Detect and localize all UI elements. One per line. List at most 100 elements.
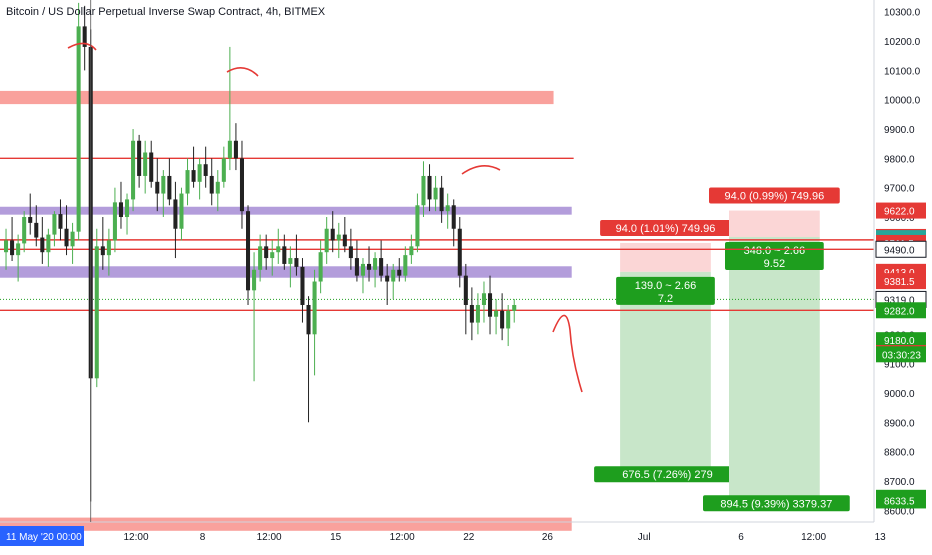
position-ratio-sub-0: 7.2 (658, 293, 673, 305)
position-ratio-label-1: 348.0 ~ 2.66 (744, 245, 805, 257)
position-stop-zone-1[interactable] (729, 210, 820, 237)
candle-body-24 (149, 152, 154, 182)
position-target-zone-0[interactable] (620, 271, 711, 471)
position-target-label-bg-1 (703, 495, 850, 512)
candle-body-56 (342, 234, 347, 247)
y-tick-label-16: 8700.0 (884, 477, 915, 488)
candle-body-8 (52, 214, 57, 235)
x-tick-label-2: 8 (200, 532, 206, 543)
candle-body-75 (457, 228, 462, 276)
price-tag-bg-12 (876, 492, 926, 509)
candle-body-2 (16, 243, 21, 256)
candle-body-7 (46, 234, 51, 253)
candle-body-51 (312, 281, 317, 335)
candle-body-82 (500, 310, 505, 329)
price-tag-12: 8633.5 (884, 496, 915, 507)
x-tick-label-0: 11 May '20 00:00 (6, 532, 82, 543)
candle-body-47 (288, 258, 293, 264)
position-stop-label-bg-1 (709, 187, 840, 204)
candle-body-1 (10, 240, 15, 256)
price-tag-9: 9180.0 (884, 336, 915, 347)
price-tag-0: 9622.0 (884, 207, 915, 218)
y-tick-label-12: 9100.0 (884, 360, 915, 371)
candle-body-61 (373, 258, 378, 270)
position-target-zone-1[interactable] (729, 236, 820, 500)
candle-body-73 (445, 205, 450, 212)
candle-body-67 (409, 246, 414, 256)
x-tick-label-11: 13 (875, 532, 887, 543)
candle-body-39 (239, 158, 244, 212)
drawing-arc-2 (461, 165, 501, 175)
price-tag-4: 9490.0 (884, 245, 915, 256)
drawing-arc-3 (552, 314, 583, 393)
zone-red-3 (0, 517, 572, 531)
drawing-arc-0 (67, 42, 97, 51)
candle-body-31 (191, 170, 196, 182)
countdown-bg (876, 346, 926, 363)
candle-body-40 (246, 211, 251, 291)
y-tick-label-1: 10200.0 (884, 37, 921, 48)
candle-body-46 (282, 246, 287, 264)
y-tick-label-17: 8600.0 (884, 506, 915, 517)
candle-body-38 (233, 140, 238, 159)
x-tick-label-5: 12:00 (390, 532, 415, 543)
position-stop-zone-0[interactable] (620, 242, 711, 272)
candle-body-57 (348, 246, 353, 259)
candle-body-48 (294, 258, 299, 267)
candle-body-55 (336, 234, 341, 241)
x-tick-label-6: 22 (463, 532, 475, 543)
candle-body-59 (360, 263, 365, 276)
y-tick-label-13: 9000.0 (884, 389, 915, 400)
candle-body-50 (306, 304, 311, 335)
candle-body-42 (258, 246, 263, 270)
candle-body-25 (155, 181, 160, 194)
candle-body-19 (118, 202, 123, 218)
candle-body-70 (427, 175, 432, 200)
candle-body-26 (161, 175, 166, 194)
candle-body-84 (512, 304, 517, 311)
price-tag-6: 9381.5 (884, 277, 915, 288)
candle-body-0 (4, 240, 9, 253)
candle-body-53 (324, 228, 329, 253)
y-tick-label-0: 10300.0 (884, 8, 921, 19)
candle-body-23 (143, 152, 148, 176)
position-target-label-bg-0 (594, 466, 741, 483)
candle-body-79 (481, 293, 486, 305)
candle-body-72 (439, 187, 444, 212)
candle-body-80 (488, 293, 493, 317)
candle-body-41 (252, 269, 257, 291)
candle-body-69 (421, 175, 426, 206)
candle-body-74 (451, 205, 456, 229)
candle-body-12 (76, 26, 81, 232)
candle-body-18 (112, 202, 117, 241)
y-tick-label-4: 9900.0 (884, 125, 915, 136)
candle-body-29 (179, 193, 184, 229)
candle-body-71 (433, 187, 438, 200)
candle-body-34 (209, 175, 214, 194)
candle-body-60 (367, 263, 372, 270)
candle-body-62 (379, 258, 384, 276)
y-tick-label-2: 10100.0 (884, 66, 921, 77)
candle-body-66 (403, 255, 408, 276)
candle-body-35 (215, 181, 220, 194)
candle-body-9 (58, 214, 63, 229)
candle-body-16 (100, 246, 105, 256)
zone-red-0 (0, 90, 554, 105)
price-tag-bg-4 (875, 240, 927, 258)
candle-body-54 (330, 228, 335, 241)
x-tick-label-10: 12:00 (801, 532, 826, 543)
candle-body-64 (391, 269, 396, 282)
candle-body-10 (64, 228, 69, 247)
candle-body-76 (463, 275, 468, 305)
price-tag-bg-9 (876, 332, 926, 349)
candle-body-45 (276, 246, 281, 253)
candle-body-33 (203, 164, 208, 176)
position-target-label-0: 676.5 (7.26%) 279 (622, 469, 713, 481)
position-ratio-label-0: 139.0 ~ 2.66 (635, 280, 696, 292)
price-tag-bg-8 (876, 302, 926, 319)
candle-body-22 (137, 140, 142, 176)
chart-title: Bitcoin / US Dollar Perpetual Inverse Sw… (6, 6, 326, 18)
candle-body-13 (82, 26, 87, 47)
